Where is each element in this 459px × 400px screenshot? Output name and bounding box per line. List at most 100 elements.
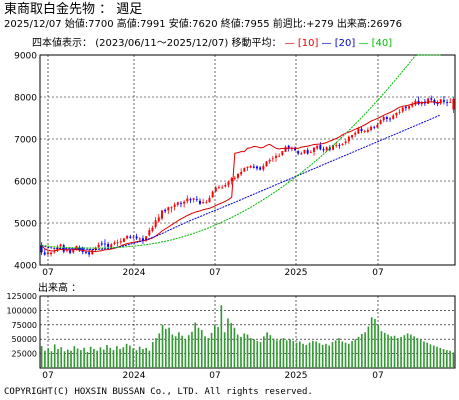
candle-body	[211, 191, 214, 198]
candle-body	[167, 207, 170, 211]
price-y-tick-label: 9000	[14, 52, 37, 62]
candle-body	[160, 210, 163, 219]
candle-body	[392, 115, 395, 120]
candle-body	[259, 167, 262, 170]
candle-body	[170, 207, 173, 209]
candle-body	[145, 236, 148, 241]
volume-y-tick-label: 25000	[12, 350, 37, 359]
legend-ma40-swatch: —	[358, 38, 369, 49]
price-y-tick-label: 7000	[14, 136, 37, 146]
candle-body	[252, 166, 255, 168]
candle-body	[297, 151, 300, 154]
candle-body	[363, 131, 366, 132]
candle-body	[306, 149, 309, 154]
candle-body	[208, 197, 211, 203]
candle-body	[294, 148, 297, 151]
candle-body	[132, 236, 135, 238]
candle-body	[442, 100, 445, 102]
candle-body	[179, 203, 182, 205]
candle-body	[195, 199, 198, 200]
candle-body	[135, 236, 138, 239]
candle-body	[227, 181, 230, 186]
candle-body	[240, 171, 243, 175]
candle-body	[141, 238, 144, 241]
legend-ma40: — [40]	[358, 38, 392, 49]
candle-body	[186, 198, 189, 202]
price-y-tick-label: 8000	[14, 94, 37, 104]
candle-body	[338, 145, 341, 146]
candle-body	[233, 177, 236, 179]
price-x-tick-label: 2025	[285, 268, 308, 278]
candle-body	[430, 98, 433, 100]
candle-body	[198, 200, 201, 204]
candle-body	[110, 244, 113, 248]
candle-body	[148, 230, 151, 236]
candle-body	[189, 199, 192, 201]
candle-body	[97, 244, 100, 248]
price-panel-frame	[39, 54, 456, 266]
legend-period: (2023/06/11～2025/12/07)	[95, 38, 229, 49]
candle-body	[221, 187, 224, 189]
candle-body	[157, 217, 160, 222]
candle-body	[303, 149, 306, 154]
candle-body	[84, 252, 87, 254]
candle-body	[202, 202, 205, 204]
candle-body	[91, 250, 94, 255]
candle-body	[151, 227, 154, 231]
candle-body	[50, 252, 53, 255]
candle-body	[256, 166, 258, 169]
candle-body	[173, 204, 176, 207]
candle-body	[100, 243, 103, 245]
candle-body	[271, 158, 274, 160]
legend-ma20: — [20]	[322, 38, 359, 49]
ma-10-line	[41, 101, 441, 253]
volume-y-tick-label: 100000	[6, 306, 37, 315]
candle-body	[319, 144, 322, 150]
candle-body	[154, 220, 157, 227]
candle-body	[205, 202, 208, 203]
candle-body	[176, 202, 179, 205]
volume-y-tick-label: 75000	[12, 321, 37, 330]
candle-body	[192, 198, 195, 200]
volume-x-tick-label: 07	[209, 371, 220, 381]
price-x-tick-label: 2024	[123, 268, 146, 278]
candle-body	[411, 104, 414, 107]
candle-body	[452, 98, 455, 110]
price-x-tick-label: 07	[372, 268, 383, 278]
candle-body	[46, 252, 49, 254]
candle-body	[243, 168, 246, 172]
candle-body	[249, 166, 252, 168]
volume-x-tick-label: 07	[42, 371, 53, 381]
legend-ma10-label: [10]	[297, 38, 319, 49]
candle-body	[379, 120, 382, 125]
candle-body	[347, 136, 350, 142]
volume-x-tick-label: 2025	[285, 371, 308, 381]
candle-body	[126, 236, 129, 239]
candle-body	[300, 153, 303, 155]
candle-body	[325, 147, 328, 151]
candle-body	[370, 126, 373, 130]
candle-body	[53, 251, 56, 253]
candle-body	[446, 101, 449, 103]
price-y-tick-label: 6000	[14, 178, 37, 188]
legend-ma20-label: [20]	[334, 38, 356, 49]
price-x-tick-label: 07	[42, 268, 53, 278]
candle-body	[40, 245, 43, 253]
candle-body	[230, 178, 233, 182]
candle-body	[382, 116, 385, 121]
candle-body	[373, 126, 376, 128]
candle-body	[404, 106, 407, 109]
candle-body	[335, 145, 338, 147]
candle-body	[341, 143, 344, 145]
candle-body	[43, 252, 46, 255]
legend-ma10-swatch: —	[284, 38, 295, 49]
candle-body	[119, 241, 122, 243]
candle-body	[389, 118, 392, 120]
volume-x-tick-label: 07	[372, 371, 383, 381]
candle-body	[65, 249, 68, 251]
candle-body	[116, 242, 119, 244]
candle-body	[246, 166, 249, 168]
candle-body	[281, 151, 284, 156]
candle-body	[59, 244, 62, 247]
candle-body	[138, 238, 141, 240]
